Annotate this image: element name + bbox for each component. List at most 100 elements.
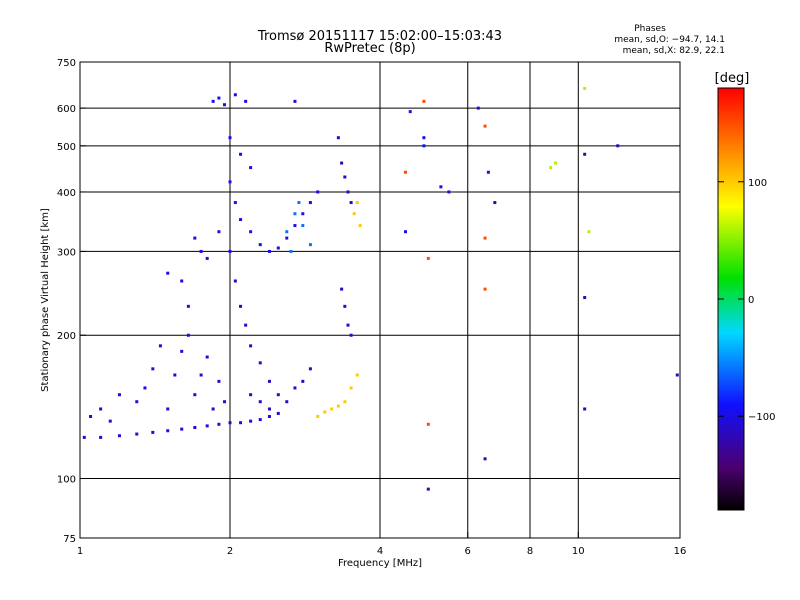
data-point: [349, 386, 353, 390]
data-point: [308, 201, 312, 205]
data-point: [343, 400, 347, 404]
data-point: [244, 99, 248, 103]
data-point: [217, 96, 221, 100]
data-point: [349, 201, 353, 205]
data-point: [239, 421, 243, 425]
data-point: [99, 435, 103, 439]
data-point: [143, 386, 147, 390]
data-point: [228, 136, 232, 140]
data-point: [180, 349, 184, 353]
data-point: [352, 212, 356, 216]
data-point: [355, 201, 359, 205]
data-point: [308, 367, 312, 371]
data-point: [199, 249, 203, 253]
data-point: [422, 99, 426, 103]
data-point: [158, 344, 162, 348]
data-point: [293, 224, 297, 228]
y-axis-ticks: 75 100 200 300 400 500 600 750: [57, 58, 86, 545]
data-point: [358, 224, 362, 228]
data-point: [483, 287, 487, 291]
data-point: [346, 323, 350, 327]
data-point: [276, 246, 280, 250]
data-point: [403, 230, 407, 234]
data-point: [346, 190, 350, 194]
chart-title: Tromsø 20151117 15:02:00–15:03:43: [257, 29, 502, 44]
data-point: [486, 170, 490, 174]
stats-heading: Phases: [634, 24, 666, 34]
stats-line-x: mean, sd,X: 82.9, 22.1: [623, 46, 725, 56]
data-point: [493, 201, 497, 205]
data-point: [108, 419, 112, 423]
data-point: [267, 414, 271, 418]
data-point: [422, 136, 426, 140]
data-point: [349, 333, 353, 337]
data-point: [426, 256, 430, 260]
data-point: [301, 212, 305, 216]
data-point: [323, 410, 327, 414]
data-point: [316, 190, 320, 194]
data-point: [186, 304, 190, 308]
data-point: [343, 175, 347, 179]
data-point: [233, 201, 237, 205]
data-point: [135, 432, 139, 436]
data-point: [336, 404, 340, 408]
data-point: [173, 373, 177, 377]
y-tick-label: 600: [57, 104, 76, 115]
data-point: [249, 230, 253, 234]
y-tick-label: 400: [57, 188, 76, 199]
data-point: [151, 367, 155, 371]
data-point: [258, 418, 262, 422]
data-point: [217, 379, 221, 383]
data-point: [289, 249, 293, 253]
data-point: [308, 243, 312, 247]
y-tick-label: 100: [57, 475, 76, 486]
data-point: [422, 144, 426, 148]
data-point: [549, 166, 553, 170]
data-point: [276, 393, 280, 397]
data-point: [553, 161, 557, 165]
data-point: [186, 333, 190, 337]
data-point: [199, 373, 203, 377]
data-point: [223, 103, 227, 107]
data-point: [117, 393, 121, 397]
x-tick-label: 8: [527, 546, 533, 557]
x-tick-label: 16: [674, 546, 687, 557]
y-tick-label: 200: [57, 331, 76, 342]
data-point: [439, 185, 443, 189]
data-point: [217, 230, 221, 234]
data-point: [336, 136, 340, 140]
x-tick-label: 4: [377, 546, 383, 557]
data-point: [426, 487, 430, 491]
data-point: [258, 243, 262, 247]
data-point: [166, 271, 170, 275]
data-point: [193, 393, 197, 397]
data-point: [285, 236, 289, 240]
data-point: [316, 414, 320, 418]
chart-subtitle: RwPretec (8p): [324, 41, 415, 56]
colorbar-label: [deg]: [715, 71, 750, 86]
data-point: [340, 161, 344, 165]
data-point: [211, 407, 215, 411]
data-point: [239, 218, 243, 222]
gridlines: [80, 62, 680, 538]
data-point: [267, 407, 271, 411]
data-point: [583, 296, 587, 300]
x-axis-label: Frequency [MHz]: [338, 558, 422, 569]
data-point: [217, 422, 221, 426]
y-tick-label: 75: [63, 534, 76, 545]
colorbar-tick-label: 100: [748, 178, 767, 189]
x-tick-label: 10: [572, 546, 585, 557]
data-point: [297, 201, 301, 205]
y-tick-label: 300: [57, 247, 76, 258]
data-point: [267, 249, 271, 253]
colorbar-ticks: 100 0 −100: [718, 178, 775, 423]
data-points: [82, 86, 679, 491]
data-point: [233, 93, 237, 97]
data-point: [228, 180, 232, 184]
colorbar-tick-label: 0: [748, 295, 754, 306]
data-point: [228, 421, 232, 425]
data-point: [228, 249, 232, 253]
stats-line-o: mean, sd,O: −94.7, 14.1: [614, 35, 725, 45]
data-point: [675, 373, 679, 377]
